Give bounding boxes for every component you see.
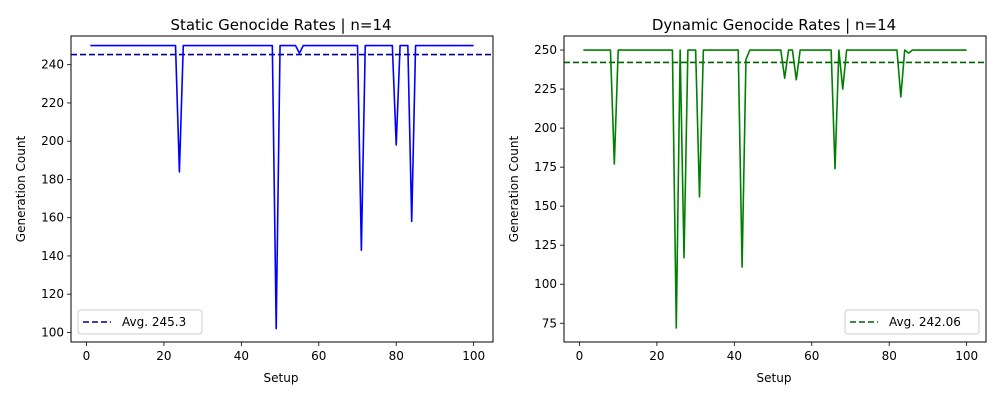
dynamic-x-tick-label: 40 (727, 349, 742, 363)
static-data (71, 44, 493, 330)
static-y-tick-label: 200 (41, 134, 64, 148)
static-x-tick-label: 80 (389, 349, 404, 363)
static-y-tick-label: 100 (41, 325, 64, 339)
static-y-tick-label: 220 (41, 96, 64, 110)
dynamic-data (564, 49, 986, 329)
static-x-tick-label: 0 (83, 349, 91, 363)
static-x-axis-label: Setup (264, 371, 299, 385)
dynamic-y-tick-label: 200 (534, 121, 557, 135)
dynamic-series-line (583, 49, 967, 329)
dynamic-x-axis-label: Setup (757, 371, 792, 385)
static-y-tick-label: 160 (41, 211, 64, 225)
dynamic-y-tick-label: 75 (542, 316, 557, 330)
static-y-tick-label: 140 (41, 249, 64, 263)
dynamic-x-tick-label: 60 (804, 349, 819, 363)
dynamic-y-tick-label: 250 (534, 43, 557, 57)
dynamic-legend: Avg. 242.06 (844, 309, 980, 335)
static-chart: Static Genocide Rates | n=14 Setup Gener… (14, 16, 494, 385)
static-y-tick-label: 180 (41, 172, 64, 186)
dynamic-y-tick-label: 225 (534, 82, 557, 96)
static-x-tick-label: 100 (462, 349, 485, 363)
dynamic-x-tick-label: 0 (576, 349, 584, 363)
dynamic-ticks: 0 20 40 60 80 100 75 100 125 150 175 200 225 250 (534, 43, 978, 363)
dynamic-plot-frame (563, 35, 987, 343)
static-legend-box (77, 309, 203, 335)
static-x-tick-label: 60 (311, 349, 326, 363)
dynamic-y-tick-label: 175 (534, 160, 557, 174)
static-y-axis-label: Generation Count (14, 136, 28, 243)
static-series-line (90, 44, 474, 330)
static-x-tick-label: 20 (156, 349, 171, 363)
dynamic-x-tick-label: 100 (955, 349, 978, 363)
static-chart-title: Static Genocide Rates | n=14 (170, 16, 391, 34)
dynamic-y-tick-label: 100 (534, 277, 557, 291)
dynamic-y-tick-label: 125 (534, 238, 557, 252)
dynamic-legend-box (844, 309, 980, 335)
static-y-tick-label: 120 (41, 287, 64, 301)
dynamic-legend-label: Avg. 242.06 (889, 315, 961, 329)
static-y-tick-label: 240 (41, 58, 64, 72)
static-legend: Avg. 245.3 (77, 309, 203, 335)
static-ticks: 0 20 40 60 80 100 100 120 140 160 180 200 220 240 (41, 58, 485, 363)
static-x-tick-label: 40 (234, 349, 249, 363)
static-plot-frame (70, 35, 494, 343)
dynamic-chart: Dynamic Genocide Rates | n=14 Setup Gene… (507, 16, 987, 385)
dynamic-chart-title: Dynamic Genocide Rates | n=14 (652, 16, 896, 34)
dynamic-y-axis-label: Generation Count (507, 136, 521, 243)
dynamic-y-tick-label: 150 (534, 199, 557, 213)
static-legend-label: Avg. 245.3 (122, 315, 186, 329)
dynamic-x-tick-label: 20 (649, 349, 664, 363)
dynamic-x-tick-label: 80 (882, 349, 897, 363)
